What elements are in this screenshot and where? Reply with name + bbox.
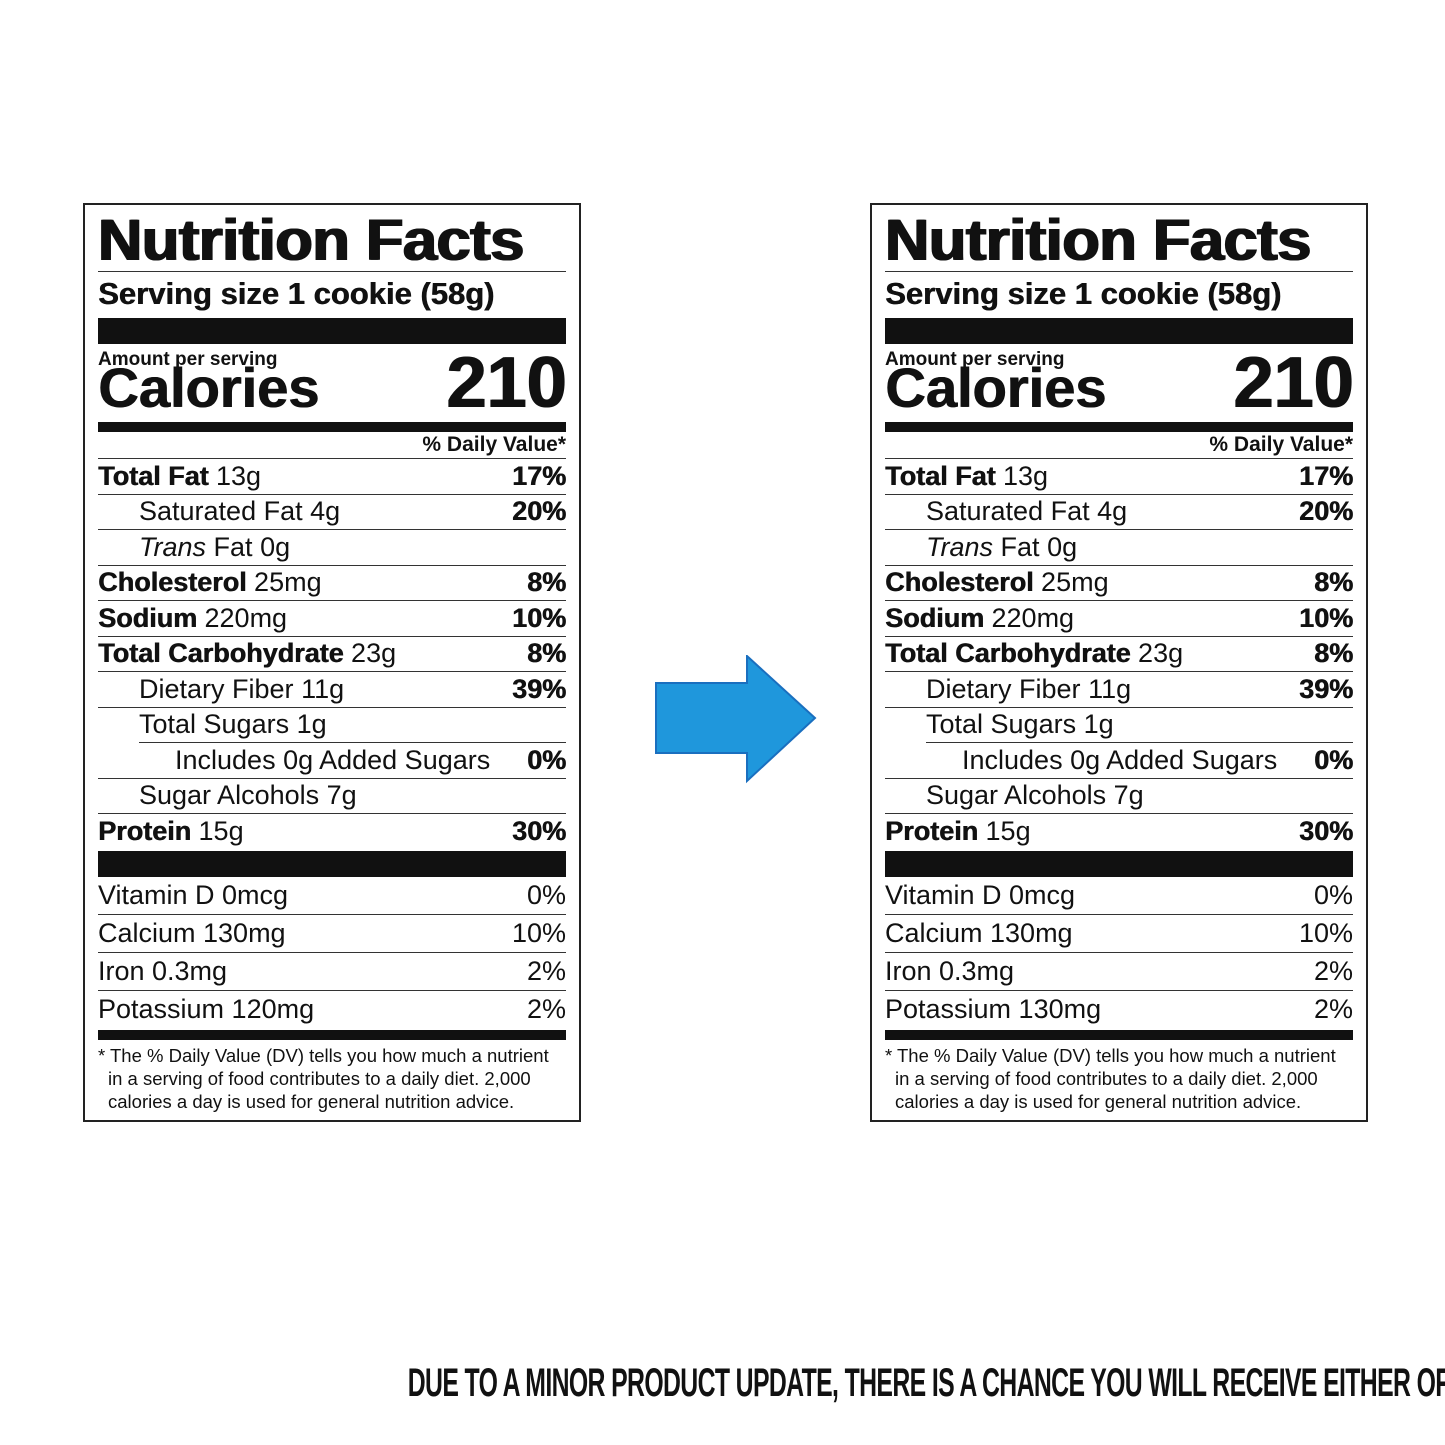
calories-value: 210 [1232, 343, 1353, 423]
nutrient-row-saturated-fat: Saturated Fat 4g 20% [98, 493, 566, 530]
vitamin-row-vitamin-d: Vitamin D 0mcg 0% [885, 879, 1353, 910]
serving-size: Serving size 1 cookie (58g) [885, 276, 1282, 311]
nutrient-row-protein: Protein 15g 30% [98, 813, 566, 849]
nutrient-row-cholesterol: Cholesterol 25mg 8% [885, 564, 1353, 601]
nutrition-label-before: Nutrition Facts Serving size 1 cookie (5… [83, 203, 581, 1122]
medium-divider [885, 1029, 1353, 1040]
medium-divider [98, 1029, 566, 1040]
calories-row: Calories 210 [98, 347, 566, 419]
nutrient-row-sodium: Sodium 220mg 10% [98, 600, 566, 636]
calories-value: 210 [445, 343, 566, 423]
footnote: * The % Daily Value (DV) tells you how m… [885, 1044, 1336, 1112]
divider [885, 271, 1353, 272]
label-title: Nutrition Facts [885, 208, 1311, 273]
thick-divider [885, 850, 1353, 877]
calories-label: Calories [885, 356, 1106, 419]
thick-divider [98, 850, 566, 877]
daily-value-header: % Daily Value* [1209, 433, 1353, 456]
medium-divider [885, 422, 1353, 432]
nutrient-row-total-carbohydrate: Total Carbohydrate 23g 8% [98, 635, 566, 672]
nutrient-row-dietary-fiber: Dietary Fiber 11g 39% [98, 671, 566, 707]
right-arrow-icon [655, 655, 817, 784]
medium-divider [98, 422, 566, 432]
nutrient-row-trans-fat: Trans Fat 0g [98, 529, 566, 565]
thick-divider [98, 318, 566, 344]
nutrient-row-total-sugars: Total Sugars 1g [98, 706, 566, 743]
vitamin-row-calcium: Calcium 130mg 10% [98, 913, 566, 952]
calories-label: Calories [98, 356, 319, 419]
amount-per-serving: Amount per serving [98, 349, 278, 370]
nutrient-row-dietary-fiber: Dietary Fiber 11g 39% [885, 671, 1353, 707]
nutrient-row-trans-fat: Trans Fat 0g [885, 529, 1353, 565]
nutrient-row-sugar-alcohols: Sugar Alcohols 7g [98, 777, 566, 814]
serving-size: Serving size 1 cookie (58g) [98, 276, 495, 311]
thick-divider [885, 318, 1353, 344]
vitamins-section: Vitamin D 0mcg 0% Calcium 130mg 10% Iron 0… [98, 877, 566, 1028]
footnote: * The % Daily Value (DV) tells you how m… [98, 1044, 549, 1112]
nutrition-label-after: Nutrition Facts Serving size 1 cookie (5… [870, 203, 1368, 1122]
daily-value-header: % Daily Value* [422, 433, 566, 456]
vitamin-row-vitamin-d: Vitamin D 0mcg 0% [98, 879, 566, 910]
nutrient-row-protein: Protein 15g 30% [885, 813, 1353, 849]
nutrient-row-added-sugars: Includes 0g Added Sugars 0% [926, 742, 1353, 778]
vitamin-row-iron: Iron 0.3mg 2% [885, 951, 1353, 990]
amount-per-serving: Amount per serving [885, 349, 1065, 370]
product-update-notice: DUE TO A MINOR PRODUCT UPDATE, THERE IS … [0, 1358, 1445, 1408]
vitamin-row-potassium: Potassium 120mg 2% [98, 989, 566, 1028]
vitamin-row-calcium: Calcium 130mg 10% [885, 913, 1353, 952]
nutrient-row-total-carbohydrate: Total Carbohydrate 23g 8% [885, 635, 1353, 672]
nutrient-row-saturated-fat: Saturated Fat 4g 20% [885, 493, 1353, 530]
nutrient-row-sodium: Sodium 220mg 10% [885, 600, 1353, 636]
nutrient-row-sugar-alcohols: Sugar Alcohols 7g [885, 777, 1353, 814]
nutrient-row-total-sugars: Total Sugars 1g [885, 706, 1353, 743]
calories-row: Calories 210 [885, 347, 1353, 419]
vitamin-row-potassium: Potassium 130mg 2% [885, 989, 1353, 1028]
vitamins-section: Vitamin D 0mcg 0% Calcium 130mg 10% Iron 0… [885, 877, 1353, 1028]
nutrient-row-total-fat: Total Fat 13g 17% [98, 458, 566, 494]
nutrient-row-cholesterol: Cholesterol 25mg 8% [98, 564, 566, 601]
nutrient-row-total-fat: Total Fat 13g 17% [885, 458, 1353, 494]
label-title: Nutrition Facts [98, 208, 524, 273]
divider [98, 271, 566, 272]
nutrient-row-added-sugars: Includes 0g Added Sugars 0% [139, 742, 566, 778]
vitamin-row-iron: Iron 0.3mg 2% [98, 951, 566, 990]
notice-text: DUE TO A MINOR PRODUCT UPDATE, THERE IS … [407, 1361, 1445, 1405]
